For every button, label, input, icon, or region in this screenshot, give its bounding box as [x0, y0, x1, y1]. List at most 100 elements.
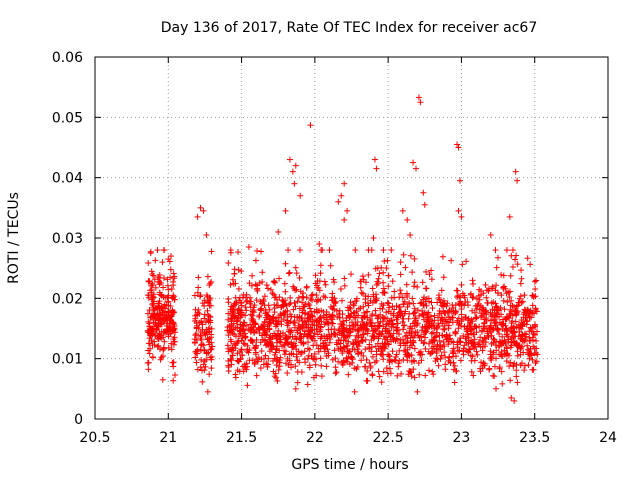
data-point: [496, 364, 503, 371]
data-point: [442, 354, 449, 361]
data-point: [429, 368, 436, 375]
data-point: [314, 331, 321, 338]
data-point: [493, 347, 500, 354]
data-point: [436, 323, 443, 330]
data-point: [207, 346, 214, 353]
data-point: [310, 342, 317, 349]
data-point: [277, 310, 284, 317]
data-point: [206, 282, 213, 289]
data-point: [149, 270, 156, 277]
data-point: [168, 340, 175, 347]
data-point: [312, 272, 319, 279]
data-point: [394, 326, 401, 333]
data-point: [317, 355, 324, 362]
data-point: [384, 336, 391, 343]
data-point: [345, 371, 352, 378]
data-point: [316, 318, 323, 325]
data-point: [525, 362, 532, 369]
data-point: [318, 373, 325, 380]
data-point: [199, 378, 206, 385]
data-point: [247, 294, 254, 301]
data-point: [282, 207, 289, 214]
data-point: [371, 156, 378, 163]
data-point: [438, 352, 445, 359]
data-point: [225, 358, 232, 365]
data-point: [397, 290, 404, 297]
y-axis-label: ROTI / TECUs: [6, 192, 22, 284]
data-point: [360, 352, 367, 359]
data-point: [456, 177, 463, 184]
data-point: [163, 322, 170, 329]
data-point: [147, 327, 154, 334]
data-point: [463, 258, 470, 265]
data-point: [406, 352, 413, 359]
data-point: [252, 281, 259, 288]
data-point: [439, 316, 446, 323]
data-point: [518, 332, 525, 339]
data-point: [419, 324, 426, 331]
data-point: [160, 284, 167, 291]
data-point: [476, 296, 483, 303]
data-point: [332, 300, 339, 307]
data-point: [233, 318, 240, 325]
x-tick-label: 24: [599, 430, 617, 446]
data-point: [276, 275, 283, 282]
data-point: [457, 357, 464, 364]
data-point: [241, 341, 248, 348]
data-point: [480, 323, 487, 330]
data-point: [145, 347, 152, 354]
data-point: [500, 297, 507, 304]
data-point: [532, 306, 539, 313]
data-point: [389, 358, 396, 365]
data-point: [480, 359, 487, 366]
data-point: [159, 353, 166, 360]
data-point: [291, 180, 298, 187]
data-point: [384, 370, 391, 377]
data-point: [445, 338, 452, 345]
data-point: [300, 340, 307, 347]
data-point: [372, 296, 379, 303]
data-point: [494, 289, 501, 296]
data-point: [291, 319, 298, 326]
data-point: [335, 345, 342, 352]
data-point: [309, 297, 316, 304]
data-point: [440, 326, 447, 333]
data-point: [409, 269, 416, 276]
data-point: [478, 302, 485, 309]
data-point: [159, 259, 166, 266]
data-point: [531, 278, 538, 285]
data-point: [337, 321, 344, 328]
data-point: [401, 322, 408, 329]
data-point: [492, 247, 499, 254]
data-point: [482, 281, 489, 288]
data-point: [453, 353, 460, 360]
data-point: [391, 294, 398, 301]
data-point: [266, 326, 273, 333]
data-point: [389, 321, 396, 328]
data-point: [272, 279, 279, 286]
data-point: [290, 283, 297, 290]
data-point: [316, 287, 323, 294]
data-point: [350, 322, 357, 329]
data-point: [409, 295, 416, 302]
data-point: [472, 314, 479, 321]
data-point: [255, 324, 262, 331]
data-point: [168, 312, 175, 319]
data-point: [387, 338, 394, 345]
data-point: [339, 297, 346, 304]
data-point: [317, 324, 324, 331]
data-point: [256, 313, 263, 320]
data-point: [346, 361, 353, 368]
data-point: [243, 307, 250, 314]
data-point: [505, 289, 512, 296]
data-point: [272, 318, 279, 325]
data-point: [332, 355, 339, 362]
data-point: [194, 346, 201, 353]
data-point: [145, 366, 152, 373]
data-point: [271, 301, 278, 308]
data-point: [445, 319, 452, 326]
data-point: [393, 351, 400, 358]
data-point: [492, 313, 499, 320]
data-point: [208, 248, 215, 255]
data-point: [411, 279, 418, 286]
